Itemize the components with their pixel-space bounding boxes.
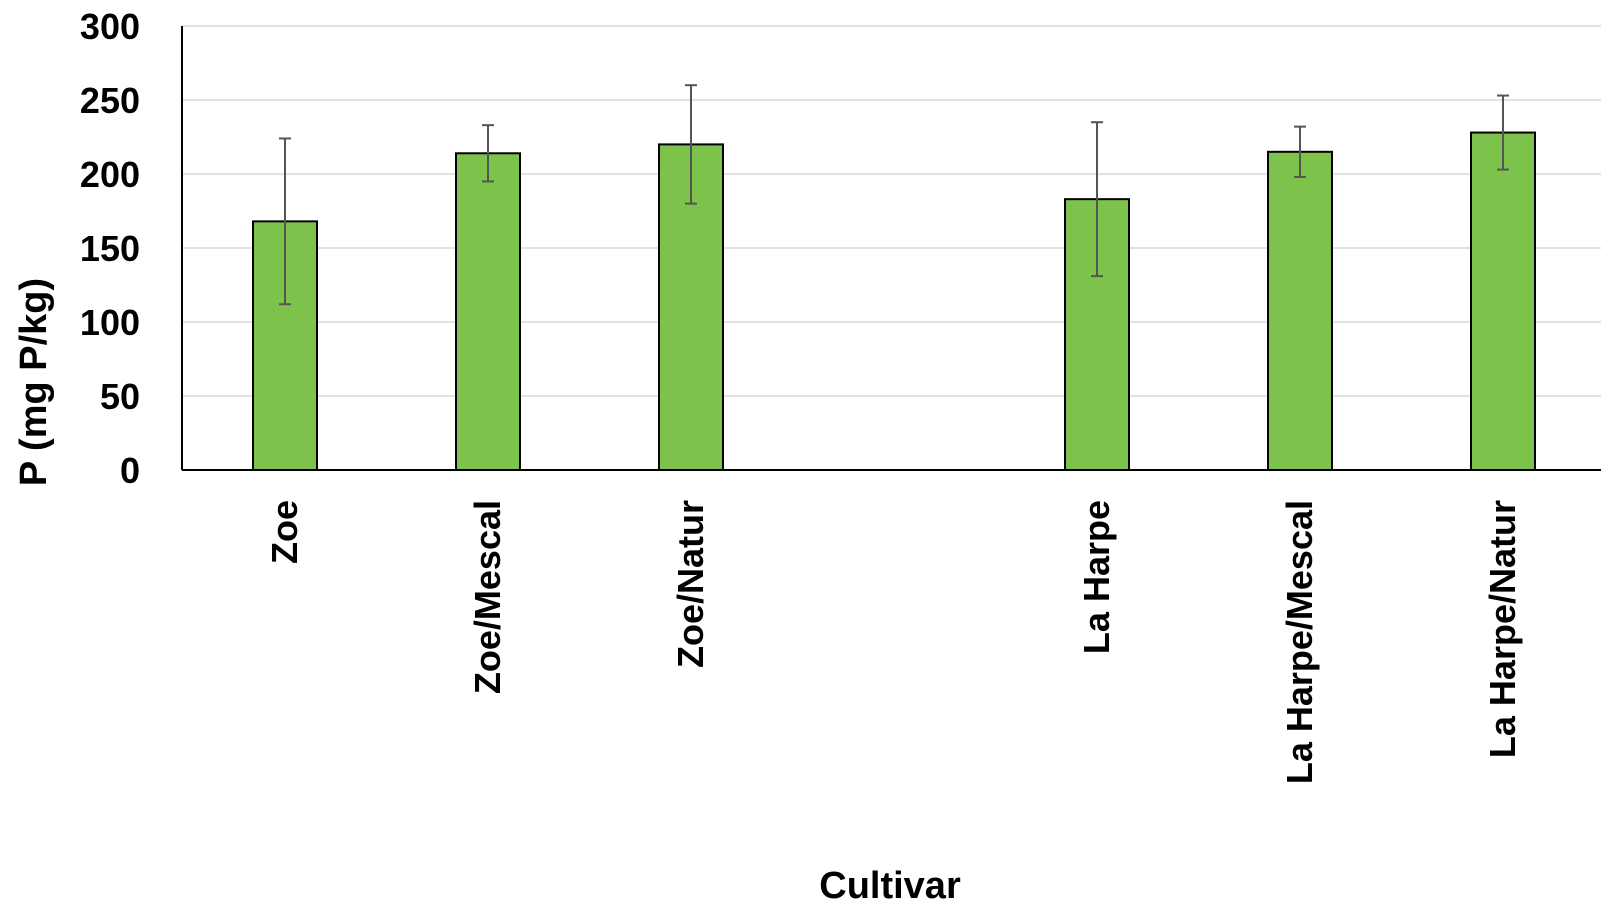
y-tick-label: 150 — [80, 228, 140, 269]
y-tick-label: 50 — [100, 376, 140, 417]
x-category-label: Zoe/Natur — [670, 500, 711, 668]
error-bars — [279, 84, 1509, 306]
y-tick-label: 250 — [80, 80, 140, 121]
x-category-label: Zoe/Mescal — [467, 500, 508, 694]
x-category-label: La Harpe — [1076, 500, 1117, 654]
y-tick-labels: 0 50 100 150 200 250 300 — [80, 6, 140, 491]
bar — [455, 152, 521, 471]
x-category-label: La Harpe/Natur — [1482, 500, 1523, 758]
x-category-label: La Harpe/Mescal — [1279, 500, 1320, 784]
bars — [252, 131, 1536, 472]
gridlines — [182, 25, 1601, 397]
y-tick-label: 0 — [120, 450, 140, 491]
x-category-label: Zoe — [264, 500, 305, 564]
axes — [181, 26, 1601, 471]
y-tick-label: 100 — [80, 302, 140, 343]
bar — [1470, 131, 1536, 471]
y-tick-label: 200 — [80, 154, 140, 195]
x-category-labels: Zoe Zoe/Mescal Zoe/Natur La Harpe La Harpe/M… — [264, 500, 1523, 784]
x-axis-title: Cultivar — [819, 865, 961, 906]
y-axis-title: P (mg P/kg) — [13, 278, 55, 486]
y-tick-label: 300 — [80, 6, 140, 47]
bar — [1267, 150, 1333, 472]
